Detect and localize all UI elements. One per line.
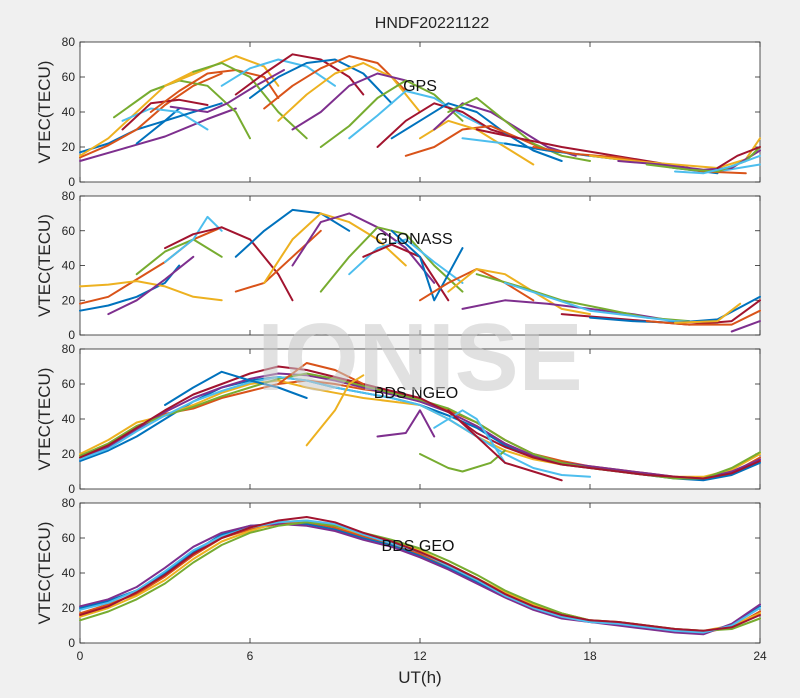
series-line [79,280,223,302]
series-line [674,302,742,324]
y-axis-label: VTEC(TECU) [35,522,54,625]
series-line [390,229,464,302]
series-line [589,137,761,169]
panel-bds-geo: 0 20 40 60 80 0 6 12 18 24 VTEC(TECU) BDS GEO [35,496,767,663]
series-line [433,409,506,464]
y-tick-label: 0 [68,482,75,496]
x-axis-label: UT(h) [398,668,441,687]
series-line [79,523,761,636]
series-line [376,102,521,148]
y-tick-label: 0 [68,636,75,650]
series-line [234,53,365,96]
y-tick-label: 80 [62,496,76,510]
series-line [291,212,436,284]
series-line [79,516,761,632]
series-line [447,409,563,482]
series-line [135,102,223,145]
series-line [220,58,336,87]
y-tick-label: 20 [62,140,76,154]
y-tick-label: 20 [62,601,76,615]
series-line [674,154,761,175]
series-line [376,409,436,438]
x-tick-label: 12 [413,649,427,663]
constellation-annotation: GPS [403,78,437,95]
series-line [107,255,195,316]
series-line [192,62,308,140]
panel-bds-ngeo: 0 20 40 60 80 VTEC(TECU) BDS NGEO [35,342,761,496]
x-tick-label: 24 [753,649,767,663]
series-line [447,268,591,316]
series-line [291,72,407,131]
y-tick-label: 60 [62,377,76,391]
y-tick-label: 60 [62,224,76,238]
y-tick-label: 40 [62,412,76,426]
constellation-annotation: BDS GEO [382,538,455,555]
series-line [730,320,761,333]
x-tick-label: 18 [583,649,597,663]
y-axis-label: VTEC(TECU) [35,368,54,471]
y-tick-label: 20 [62,293,76,307]
series-line [319,79,464,148]
series-line [277,62,421,122]
series-line [348,238,464,284]
series-line [121,107,209,131]
series-line [362,243,450,302]
series-line [164,226,294,302]
series-line [404,125,549,157]
figure-title: HNDF20221122 [375,15,490,32]
series-line [79,376,591,478]
series-line [79,107,237,162]
series-line [79,226,223,305]
series-line [263,55,407,110]
y-tick-label: 80 [62,342,76,356]
series-line [716,146,761,169]
series-line [390,102,563,162]
constellation-annotation: GLONASS [375,231,452,248]
y-tick-label: 0 [68,328,75,342]
series-line [79,365,761,480]
constellation-annotation: BDS NGEO [374,385,458,402]
series-line [135,238,223,276]
series-line [79,372,761,480]
panel-glonass: 0 20 40 60 80 VTEC(TECU) GLONASS [35,189,761,342]
series-line [164,215,223,263]
y-axis-label: VTEC(TECU) [35,214,54,317]
series-line [645,309,761,326]
y-tick-label: 20 [62,447,76,461]
y-tick-label: 40 [62,566,76,580]
series-line [169,69,285,113]
series-line [645,146,761,173]
panel-gps: 0 20 40 60 80 VTEC(TECU) GPS [35,35,761,189]
series-line [305,374,365,447]
series-line [164,55,280,87]
y-tick-label: 60 [62,531,76,545]
series-line [348,90,492,140]
x-tick-label: 0 [77,649,84,663]
y-tick-label: 40 [62,259,76,273]
series-line [277,362,365,385]
series-line [447,97,591,162]
plot-area [79,502,761,644]
x-tick-label: 6 [247,649,254,663]
y-axis-label: VTEC(TECU) [35,61,54,164]
y-tick-label: 40 [62,105,76,119]
watermark-text: IONISE [257,304,582,411]
series-line [79,264,181,312]
series-line [419,449,506,473]
y-tick-label: 0 [68,175,75,189]
y-tick-label: 60 [62,70,76,84]
y-tick-label: 80 [62,189,76,203]
series-line [164,370,308,406]
y-tick-label: 80 [62,35,76,49]
